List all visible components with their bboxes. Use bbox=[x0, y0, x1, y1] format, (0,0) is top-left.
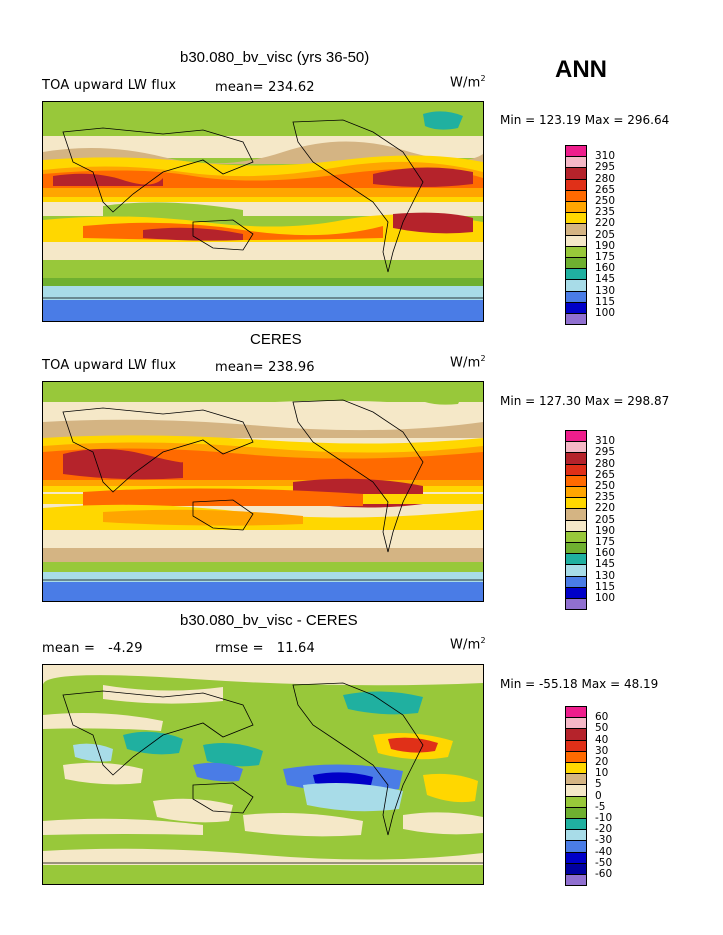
panel3-colorbar-label: 10 bbox=[595, 767, 609, 780]
panel3-colorbar-label: 50 bbox=[595, 722, 609, 735]
panel3-units: W/m2 bbox=[450, 636, 486, 652]
panel2-colorbar-label: 235 bbox=[595, 491, 616, 504]
panel2-mean-label: mean= 238.96 bbox=[215, 360, 315, 375]
panel1-colorbar-label: 145 bbox=[595, 273, 616, 286]
panel1-colorbar-label: 130 bbox=[595, 284, 616, 297]
panel1-colorbar-label: 205 bbox=[595, 228, 616, 241]
panel1-colorbar-label: 190 bbox=[595, 239, 616, 252]
panel2-colorbar-label: 250 bbox=[595, 480, 616, 492]
panel2-minmax: Min = 127.30 Max = 298.87 bbox=[500, 394, 670, 408]
panel3-colorbar-label: 30 bbox=[595, 744, 609, 757]
panel1-map-field bbox=[43, 102, 483, 321]
panel1-map bbox=[42, 101, 484, 322]
panel1-colorbar-label: 100 bbox=[595, 307, 616, 319]
panel2-title: CERES bbox=[250, 331, 302, 348]
panel2-colorbar-label: 175 bbox=[595, 536, 616, 548]
panel2-colorbar-label: 280 bbox=[595, 457, 616, 470]
panel2-colorbar-label: 115 bbox=[595, 580, 616, 593]
panel2-colorbar-label: 130 bbox=[595, 569, 616, 582]
panel2-colorbar-label: 160 bbox=[595, 547, 616, 560]
panel2-colorbar-label: 265 bbox=[595, 468, 616, 481]
panel3-colorbar-label: -50 bbox=[595, 856, 613, 869]
panel2-colorbar-label: 145 bbox=[595, 558, 616, 571]
panel3-colorbar-label: -30 bbox=[595, 834, 613, 847]
panel3-colorbar-label: -10 bbox=[595, 812, 613, 824]
panel3-colorbar-swatch bbox=[565, 874, 587, 887]
panel3-title: b30.080_bv_visc - CERES bbox=[180, 612, 358, 629]
panel1-mean-label: mean= 234.62 bbox=[215, 80, 315, 95]
panel3-colorbar-label: -40 bbox=[595, 845, 613, 858]
panel1-units: W/m2 bbox=[450, 74, 486, 90]
panel3-mean-label: mean = -4.29 bbox=[42, 641, 143, 656]
panel3-rmse-label: rmse = 11.64 bbox=[215, 641, 315, 656]
panel3-minmax: Min = -55.18 Max = 48.19 bbox=[500, 677, 659, 691]
panel3-colorbar-label: -20 bbox=[595, 823, 613, 836]
panel1-title: b30.080_bv_visc (yrs 36-50) bbox=[180, 49, 370, 66]
panel3-colorbar-label: -60 bbox=[595, 868, 613, 880]
panel1-colorbar-swatch bbox=[565, 313, 587, 326]
panel1-colorbar-label: 235 bbox=[595, 206, 616, 219]
panel1-units-exp: 2 bbox=[480, 74, 486, 83]
panel2-map-field bbox=[43, 382, 483, 601]
panel3-units-exp: 2 bbox=[480, 636, 486, 645]
panel2-units-base: W/m bbox=[450, 355, 481, 371]
panel3-colorbar-label: 20 bbox=[595, 756, 609, 768]
panel1-colorbar-label: 115 bbox=[595, 295, 616, 308]
panel3-colorbar-label: -5 bbox=[595, 800, 606, 813]
panel1-variable-label: TOA upward LW flux bbox=[42, 78, 177, 93]
panel2-map bbox=[42, 381, 484, 602]
panel3-colorbar-label: 40 bbox=[595, 733, 609, 746]
panel2-colorbar-label: 310 bbox=[595, 435, 616, 448]
panel2-colorbar-label: 295 bbox=[595, 446, 616, 459]
panel2-variable-label: TOA upward LW flux bbox=[42, 358, 177, 373]
panel1-colorbar-label: 265 bbox=[595, 183, 616, 196]
season-label: ANN bbox=[555, 56, 607, 83]
panel2-colorbar-label: 205 bbox=[595, 513, 616, 526]
panel3-map-field bbox=[43, 665, 483, 884]
panel1-colorbar-label: 160 bbox=[595, 262, 616, 275]
panel3-map bbox=[42, 664, 484, 885]
panel1-colorbar-label: 280 bbox=[595, 172, 616, 185]
panel3-colorbar-label: 0 bbox=[595, 789, 602, 802]
panel2-colorbar-label: 220 bbox=[595, 502, 616, 515]
panel3-colorbar-label: 60 bbox=[595, 711, 609, 724]
panel2-units-exp: 2 bbox=[480, 354, 486, 363]
panel1-colorbar-label: 175 bbox=[595, 251, 616, 263]
panel2-colorbar-swatch bbox=[565, 598, 587, 611]
panel2-colorbar-label: 190 bbox=[595, 524, 616, 537]
panel3-units-base: W/m bbox=[450, 637, 481, 653]
panel1-units-base: W/m bbox=[450, 75, 481, 91]
panel3-colorbar-label: 5 bbox=[595, 778, 602, 791]
panel1-colorbar-label: 220 bbox=[595, 217, 616, 230]
panel1-colorbar-label: 250 bbox=[595, 195, 616, 207]
panel1-minmax: Min = 123.19 Max = 296.64 bbox=[500, 113, 670, 127]
panel2-colorbar-label: 100 bbox=[595, 592, 616, 604]
panel1-colorbar-label: 310 bbox=[595, 150, 616, 163]
panel2-units: W/m2 bbox=[450, 354, 486, 370]
panel1-colorbar-label: 295 bbox=[595, 161, 616, 174]
